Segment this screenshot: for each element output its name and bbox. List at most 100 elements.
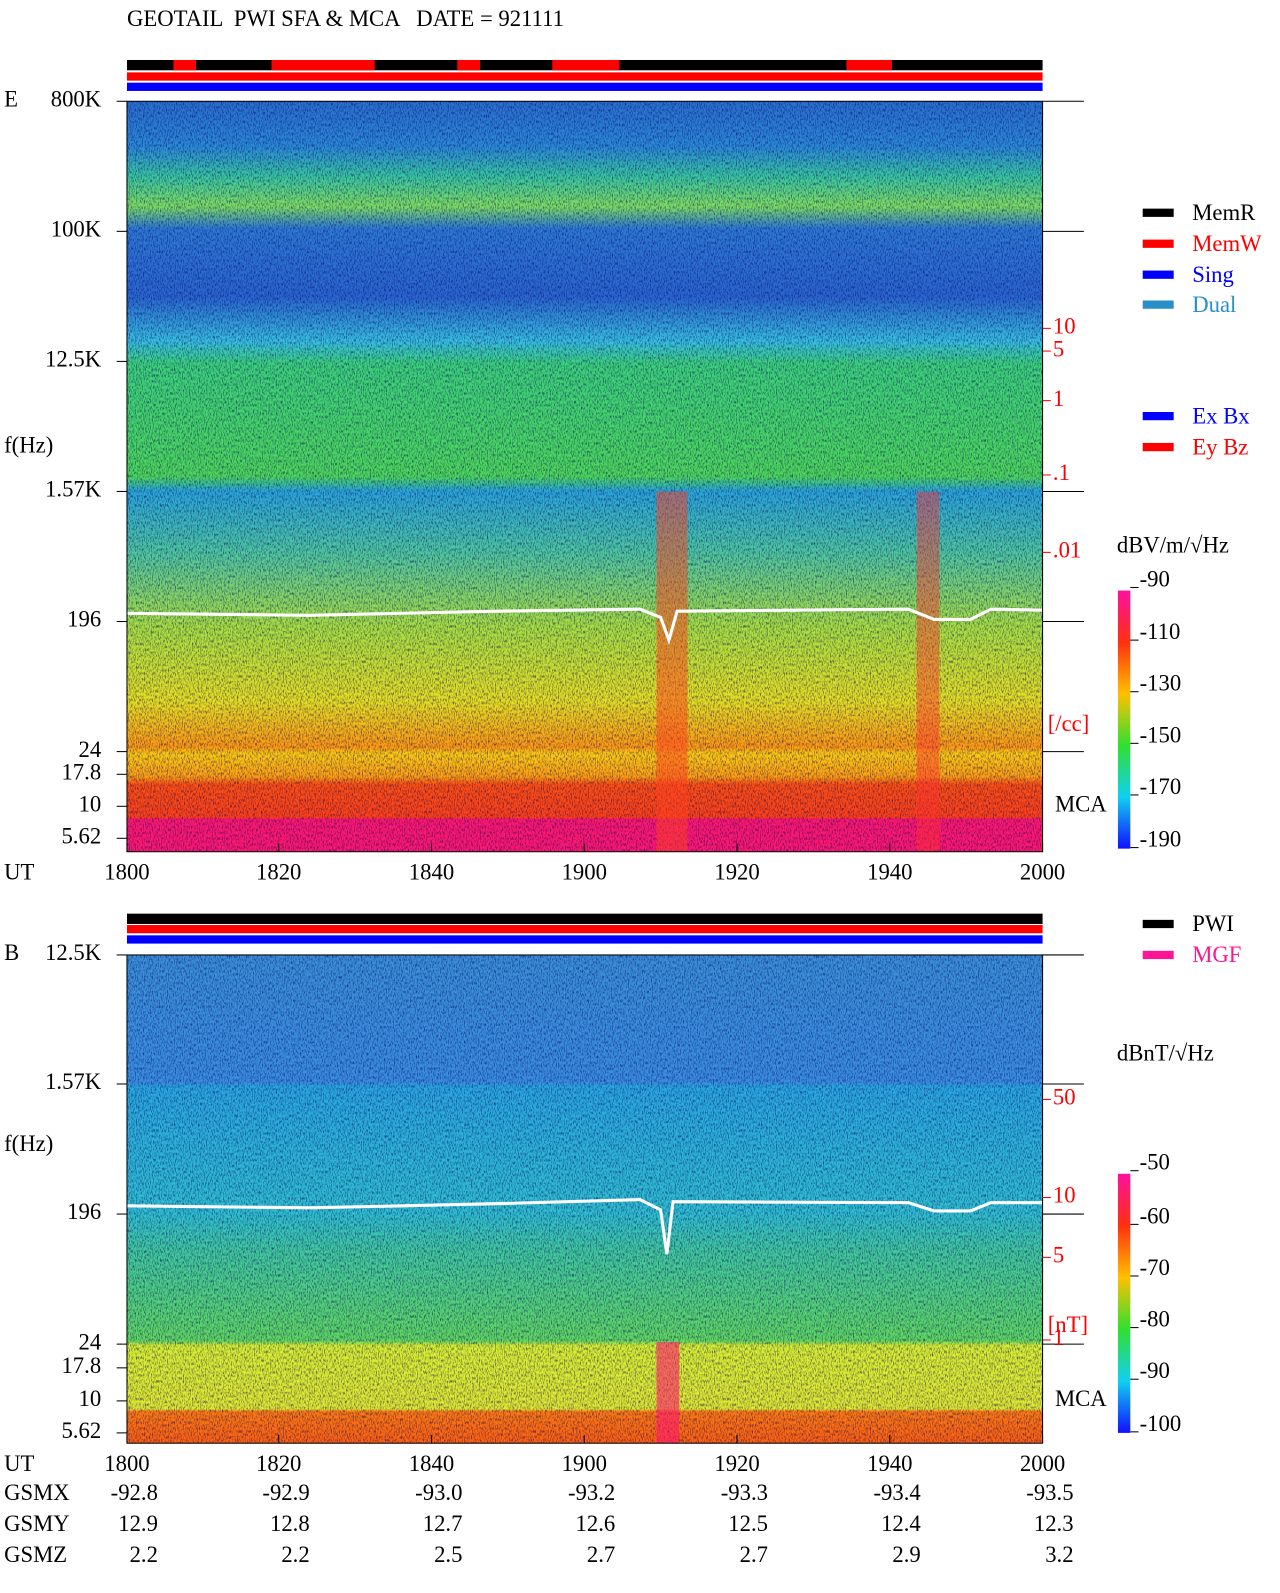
colorbar-tick-label: -50 [1140,1150,1170,1175]
panel-label: E [4,86,18,111]
y-tick-label: 800K [51,86,102,111]
x-tick-label: 1920 [714,860,759,885]
legend-label: MemR [1192,200,1256,225]
orbit-value: 2.7 [740,1542,768,1567]
y-tick-label: 24 [78,737,101,762]
density-tick-label: .01 [1053,538,1081,563]
y-tick-label: 12.5K [45,347,102,372]
density-tick-label: 1 [1053,1325,1064,1350]
colorbar-unit: dBnT/√Hz [1117,1040,1214,1065]
colorbar-tick-label: -90 [1140,566,1170,591]
status-bar [846,59,892,71]
status-bar [126,82,1043,91]
y-tick-label: 17.8 [61,1353,101,1378]
orbit-value: 12.7 [423,1511,463,1536]
orbit-value: -93.2 [568,1480,615,1505]
y-tick-label: 5.62 [61,1418,101,1443]
x-tick-label: 1940 [867,860,912,885]
legend-label: Sing [1192,262,1234,287]
legend-label: Ex Bx [1192,403,1250,428]
orbit-label: GSMY [4,1511,70,1536]
density-tick-label: 1 [1053,386,1064,411]
y-axis-label: f(Hz) [4,432,53,457]
burst [656,1342,680,1444]
density-tick-label: .1 [1053,460,1070,485]
orbit-value: 2.5 [434,1542,462,1567]
y-tick-label: 196 [67,607,101,632]
y-tick-label: 10 [78,792,101,817]
orbit-value: -92.9 [262,1480,309,1505]
status-bar [126,925,1043,934]
density-tick-label: 10 [1053,314,1076,339]
orbit-value: 2.7 [587,1542,615,1567]
colorbar-unit: dBV/m/√Hz [1117,532,1229,557]
y-tick-label: 1.57K [45,477,102,502]
status-bar [552,59,620,71]
colorbar-tick-label: -80 [1140,1307,1170,1332]
density-unit: [/cc] [1048,711,1090,736]
density-unit: [nT] [1048,1312,1088,1337]
colorbar [1117,1173,1131,1433]
colorbar-tick-label: -170 [1140,774,1182,799]
y-axis-label: f(Hz) [4,1131,53,1156]
legend-swatch [1142,208,1174,217]
legend-label: Ey Bz [1192,434,1248,459]
colorbar [1117,590,1131,849]
x-tick-label: 1920 [714,1451,759,1476]
colorbar-tick-label: -150 [1140,722,1182,747]
status-bar [126,72,1043,81]
legend-label: PWI [1192,911,1234,936]
density-tick-label: 5 [1053,1243,1064,1268]
plasma-line [126,1198,1043,1255]
orbit-value: 2.2 [130,1542,158,1567]
y-tick-label: 1.57K [45,1069,102,1094]
x-tick-label: 1840 [409,860,454,885]
orbit-value: -93.4 [874,1480,921,1505]
density-tick-label: 5 [1053,336,1064,361]
y-tick-label: 196 [67,1199,101,1224]
legend-label: Dual [1192,292,1236,317]
colorbar-tick-label: -90 [1140,1358,1170,1383]
orbit-value: -92.8 [111,1480,158,1505]
orbit-value: 3.2 [1045,1542,1073,1567]
x-tick-label: 1940 [867,1451,912,1476]
orbit-value: -93.3 [721,1480,768,1505]
colorbar-tick-label: -110 [1140,619,1181,644]
colorbar-tick-label: -60 [1140,1203,1170,1228]
colorbar-tick-label: -100 [1140,1411,1182,1436]
orbit-value: -93.0 [415,1480,462,1505]
orbit-value: 12.6 [576,1511,616,1536]
burst [656,491,688,852]
x-axis-label: UT [4,860,34,885]
colorbar-tick-label: -130 [1140,671,1182,696]
legend-swatch [1142,411,1174,421]
spectrogram-texture [126,954,1043,1444]
y-tick-label: 5.62 [61,824,101,849]
status-bar [126,935,1043,944]
y-tick-label: 12.5K [45,940,102,965]
legend-swatch [1142,442,1174,452]
panel-label: B [4,940,19,965]
legend-swatch [1142,270,1174,279]
x-axis-label: UT [4,1451,34,1476]
colorbar-tick-label: -70 [1140,1255,1170,1280]
orbit-value: 12.4 [881,1511,921,1536]
status-bar [126,913,1043,924]
status-bar [173,59,197,71]
title: GEOTAIL PWI SFA & MCA DATE = 921111 [127,6,564,31]
y-tick-label: 100K [51,217,102,242]
x-tick-label: 1840 [409,1451,454,1476]
orbit-value: -93.5 [1026,1480,1073,1505]
orbit-label: GSMZ [4,1542,67,1567]
orbit-value: 12.9 [118,1511,158,1536]
legend-swatch [1142,919,1174,929]
x-tick-label: 2000 [1020,1451,1065,1476]
y-tick-label: 10 [78,1386,101,1411]
legend-label: MemW [1192,231,1262,256]
legend-label: MGF [1192,942,1241,967]
x-tick-label: 1820 [256,1451,301,1476]
y-tick-label: 24 [78,1329,101,1354]
orbit-value: 2.9 [892,1542,920,1567]
mca-label: MCA [1055,1386,1107,1411]
